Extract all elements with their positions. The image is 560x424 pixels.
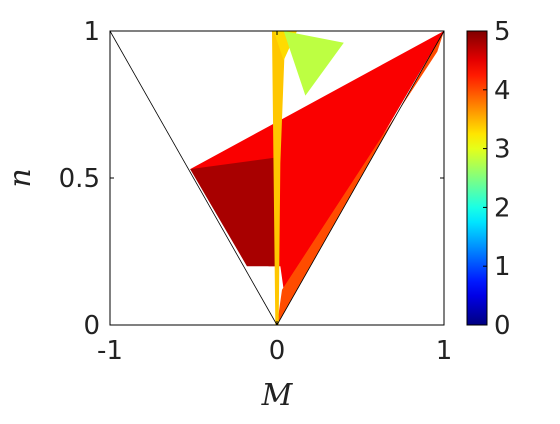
colorbar xyxy=(466,30,488,326)
y-tick-label: 1 xyxy=(83,17,100,47)
y-tick-label: 0 xyxy=(83,311,100,341)
plot-area xyxy=(190,31,444,325)
x-tick-label: -1 xyxy=(97,336,123,366)
y-axis-label: n xyxy=(3,168,38,187)
x-axis-label: M xyxy=(261,378,294,413)
colorbar-tick-label: 2 xyxy=(494,193,511,223)
x-tick-label: 0 xyxy=(269,336,286,366)
data-region xyxy=(271,31,286,325)
colorbar-tick-label: 0 xyxy=(494,311,511,341)
data-region xyxy=(283,31,344,96)
colorbar-tick-label: 1 xyxy=(494,252,511,282)
colorbar-tick-label: 4 xyxy=(494,76,511,106)
colorbar-tick-label: 3 xyxy=(494,135,511,165)
x-tick-label: 1 xyxy=(436,336,453,366)
colorbar-tick-label: 5 xyxy=(494,17,511,47)
boundary-line xyxy=(276,30,445,326)
y-tick-label: 0.5 xyxy=(59,164,100,194)
data-region xyxy=(190,157,277,267)
boundary-line xyxy=(109,30,278,326)
